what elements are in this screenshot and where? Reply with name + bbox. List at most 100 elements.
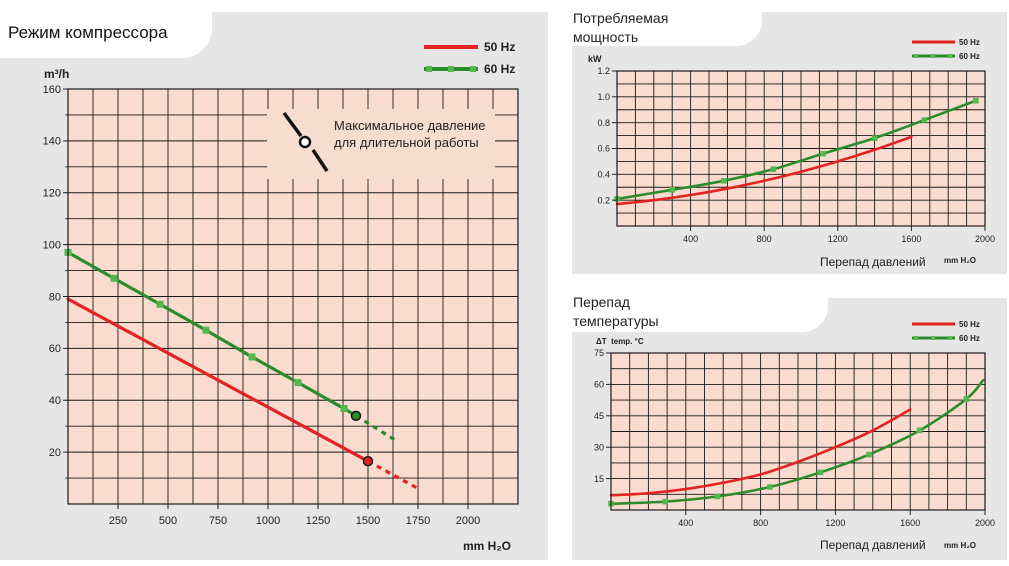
- temperature-title-tab: [572, 298, 828, 332]
- compressor-tick-label-y: 20: [49, 447, 61, 459]
- temperature-series-60hz-marker: [866, 451, 872, 458]
- temperature-series-60hz-marker: [916, 427, 923, 434]
- power-tick-label-y: 1.0: [597, 92, 610, 102]
- compressor-tick-label-x: 1500: [356, 515, 380, 527]
- temperature-series-60hz-marker: [817, 469, 824, 476]
- temperature-tick-label-y: 45: [594, 411, 604, 421]
- power-series-60hz-marker: [820, 150, 826, 157]
- legend-label-50hz: 50 Hz: [959, 38, 980, 47]
- temperature-tick-label-y: 75: [594, 348, 604, 358]
- power-series-60hz-line: [615, 99, 978, 201]
- temperature-series-50hz-line: [609, 408, 912, 497]
- temperature-tick-label-y: 15: [594, 474, 604, 484]
- power-tick-label-y: 0.6: [597, 144, 610, 154]
- power-x-axis-label: Перепад давлений: [820, 255, 926, 269]
- compressor-y-axis-label: m³/h: [44, 67, 69, 81]
- power-tick-label-x: 1200: [828, 234, 848, 244]
- power-tick-label-x: 2000: [975, 234, 995, 244]
- compressor-tick-label-y: 40: [49, 395, 61, 407]
- compressor-series-60hz-marker: [248, 353, 256, 361]
- power-series-60hz-marker: [871, 135, 878, 141]
- temperature-tick-label-x: 400: [678, 518, 693, 528]
- compressor-series-60hz-extension: [355, 414, 399, 444]
- temperature-x-axis-unit: mm H₂O: [944, 541, 976, 550]
- compressor-series-60hz-marker: [156, 300, 164, 308]
- compressor-series-60hz-marker: [110, 274, 118, 282]
- temperature-tick-label-x: 1200: [825, 518, 845, 528]
- power-tick-label-x: 800: [757, 234, 772, 244]
- compressor-tick-label-y: 100: [43, 239, 61, 251]
- compressor-tick-label-y: 60: [49, 343, 61, 355]
- power-legend: 50 Hz 60 Hz: [912, 38, 980, 61]
- power-tick-label-y: 0.4: [597, 169, 610, 179]
- power-series-60hz-marker: [720, 177, 727, 184]
- compressor-tick-label-x: 1000: [256, 515, 280, 527]
- temperature-x-axis-label: Перепад давлений: [820, 538, 926, 552]
- compressor-tick-label-y: 160: [43, 84, 61, 96]
- legend-marker-60hz: [426, 66, 432, 72]
- temperature-tick-label-x: 2000: [975, 518, 995, 528]
- gauge-needle-icon: [311, 149, 329, 172]
- temperature-chart-title: Перепад температуры: [573, 294, 659, 329]
- power-tick-label-y: 0.2: [597, 195, 610, 205]
- compressor-chart-title: Режим компрессора: [8, 23, 168, 42]
- temperature-series-60hz-marker: [767, 484, 773, 490]
- temperature-tick-label-x: 800: [753, 518, 768, 528]
- temperature-tick-label-y: 30: [594, 442, 604, 452]
- legend-label-60hz: 60 Hz: [959, 334, 980, 343]
- compressor-series-60hz-line: [66, 250, 358, 418]
- power-tick-label-y: 1.2: [597, 66, 610, 76]
- compressor-title-tab: [0, 12, 212, 58]
- legend-label-60hz: 60 Hz: [484, 62, 515, 76]
- compressor-series-60hz-marker: [340, 405, 348, 413]
- temperature-series-60hz-marker: [963, 396, 970, 402]
- power-tick-label-x: 400: [683, 234, 698, 244]
- power-series-60hz-marker: [921, 117, 928, 123]
- temperature-tick-label-x: 1600: [900, 518, 920, 528]
- compressor-tick-label-x: 250: [109, 515, 127, 527]
- temperature-tick-label-y: 60: [594, 380, 604, 390]
- gauge-needle-icon: [282, 111, 303, 138]
- max-pressure-marker-icon: [298, 135, 312, 149]
- power-series-60hz-marker: [973, 97, 979, 104]
- temperature-y-axis-label: ΔT temp. °C: [596, 337, 644, 346]
- power-tick-label-y: 0.8: [597, 118, 610, 128]
- compressor-tick-label-y: 120: [43, 188, 61, 200]
- legend-label-60hz: 60 Hz: [959, 52, 980, 61]
- compressor-series-60hz-marker: [294, 379, 302, 387]
- power-title-tab: [572, 12, 762, 46]
- power-x-axis-unit: mm H₂O: [944, 256, 976, 265]
- annotation-text: Максимальное давление для длительной раб…: [334, 118, 486, 150]
- power-y-axis-label: kW: [588, 54, 602, 64]
- compressor-series-50hz-max-point: [362, 455, 374, 467]
- compressor-tick-label-x: 1250: [306, 515, 330, 527]
- compressor-series-60hz-marker: [202, 326, 210, 334]
- legend-marker-60hz: [948, 336, 952, 340]
- legend-marker-60hz: [914, 336, 918, 340]
- legend-label-50hz: 50 Hz: [484, 40, 515, 54]
- compressor-tick-label-y: 140: [43, 136, 61, 148]
- compressor-series-60hz-max-point: [350, 410, 362, 422]
- power-series-60hz-marker: [669, 187, 675, 193]
- compressor-legend: 50 Hz 60 Hz: [424, 40, 515, 76]
- temperature-series-60hz-marker: [662, 498, 669, 505]
- compressor-tick-label-x: 2000: [456, 515, 480, 527]
- compressor-x-axis-label: mm H₂O: [463, 539, 511, 553]
- compressor-series-50hz-line: [66, 297, 370, 463]
- temperature-legend: 50 Hz 60 Hz: [912, 320, 980, 343]
- compressor-tick-label-y: 80: [49, 291, 61, 303]
- temperature-plot-border: [610, 352, 986, 511]
- legend-marker-60hz: [931, 336, 935, 340]
- power-tick-label-x: 1600: [901, 234, 921, 244]
- temperature-series-60hz-marker: [714, 493, 721, 500]
- legend-marker-60hz: [931, 54, 935, 58]
- power-series-60hz-marker: [770, 166, 777, 172]
- power-chart-title: Потребляемая мощность: [573, 10, 669, 45]
- compressor-tick-label-x: 750: [209, 515, 227, 527]
- legend-marker-60hz: [448, 66, 454, 72]
- compressor-tick-label-x: 1750: [406, 515, 430, 527]
- compressor-tick-label-x: 500: [159, 515, 177, 527]
